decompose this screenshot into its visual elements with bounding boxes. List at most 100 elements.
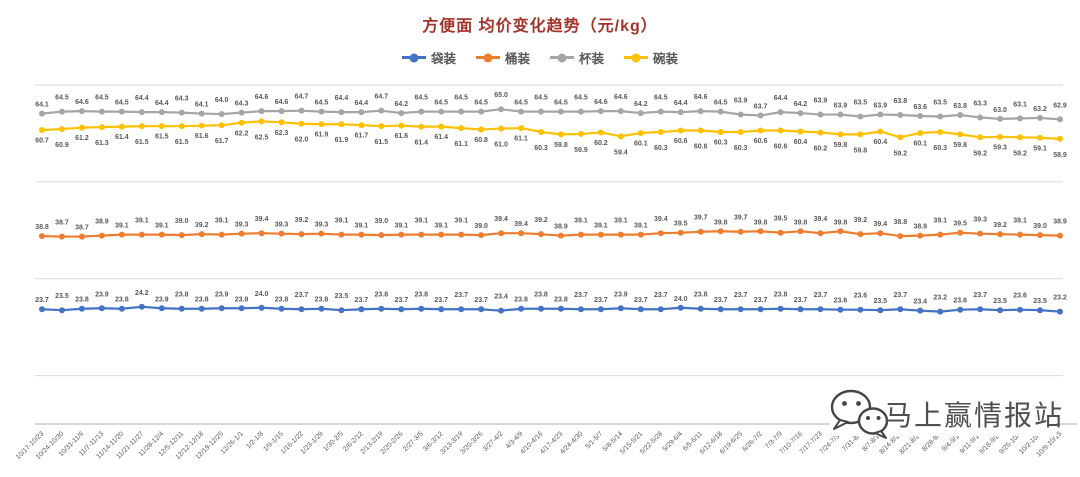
legend-label: 桶装 [504, 52, 530, 66]
data-point-袋装 [258, 304, 265, 311]
data-label: 60.6 [674, 138, 688, 145]
data-label: 39.2 [534, 217, 548, 224]
data-label: 38.7 [75, 225, 89, 232]
data-point-袋装 [158, 305, 165, 312]
data-label: 39.0 [1033, 223, 1047, 230]
data-label: 39.2 [195, 222, 209, 229]
data-label: 64.5 [514, 100, 528, 107]
data-label: 59.2 [1013, 150, 1027, 157]
data-label: 39.1 [614, 218, 628, 225]
data-label: 23.2 [933, 295, 947, 302]
data-point-袋装 [797, 306, 804, 313]
data-point-袋装 [777, 305, 784, 312]
data-label: 60.1 [913, 140, 927, 147]
data-label: 63.5 [854, 99, 868, 106]
data-point-杯装 [717, 108, 724, 115]
data-point-碗装 [118, 123, 125, 130]
data-point-碗装 [777, 127, 784, 134]
data-point-碗装 [557, 131, 564, 138]
data-label: 61.5 [155, 134, 169, 141]
data-label: 63.2 [1033, 106, 1047, 113]
data-point-袋装 [737, 306, 744, 313]
data-label: 39.1 [454, 218, 468, 225]
data-point-袋装 [398, 306, 405, 313]
data-point-杯装 [957, 112, 964, 119]
data-point-杯装 [238, 109, 245, 116]
data-point-袋装 [757, 306, 764, 313]
data-label: 60.4 [874, 139, 888, 146]
data-point-杯装 [478, 108, 485, 115]
data-label: 39.3 [315, 222, 329, 229]
data-point-碗装 [518, 125, 525, 132]
data-label: 23.7 [454, 292, 468, 299]
data-label: 64.0 [215, 97, 229, 104]
data-label: 64.5 [654, 95, 668, 102]
wechat-icon-small-tail [874, 430, 887, 439]
data-point-杯装 [418, 108, 425, 115]
data-point-袋装 [857, 306, 864, 313]
data-point-袋装 [637, 306, 644, 313]
data-label: 39.1 [215, 218, 229, 225]
data-label: 39.3 [235, 222, 249, 229]
data-point-袋装 [378, 305, 385, 312]
data-point-杯装 [498, 106, 505, 113]
data-label: 65.0 [494, 92, 508, 99]
data-point-桶装 [937, 231, 944, 238]
data-label: 23.7 [654, 292, 668, 299]
data-label: 64.4 [335, 95, 349, 102]
data-label: 39.0 [375, 218, 389, 225]
data-label: 61.7 [355, 133, 369, 140]
data-label: 23.7 [594, 297, 608, 304]
data-point-袋装 [957, 306, 964, 313]
data-label: 23.8 [115, 297, 129, 304]
data-point-碗装 [198, 122, 205, 129]
data-point-桶装 [637, 231, 644, 238]
data-point-杯装 [757, 112, 764, 119]
data-point-杯装 [58, 108, 65, 115]
data-label: 39.8 [834, 219, 848, 226]
data-point-袋装 [657, 306, 664, 313]
data-label: 23.7 [634, 297, 648, 304]
data-point-杯装 [617, 108, 624, 115]
data-label: 23.9 [235, 296, 249, 303]
data-point-碗装 [458, 125, 465, 132]
data-point-袋装 [318, 305, 325, 312]
data-point-袋装 [977, 306, 984, 313]
data-label: 59.3 [993, 144, 1007, 151]
data-point-碗装 [617, 133, 624, 140]
data-label: 23.8 [175, 292, 189, 299]
wechat-icon-tail [833, 419, 849, 430]
data-label: 39.3 [973, 217, 987, 224]
series-line-桶装 [40, 230, 1062, 238]
data-label: 38.8 [35, 224, 49, 231]
data-point-杯装 [897, 112, 904, 119]
data-point-桶装 [1017, 231, 1024, 238]
data-point-杯装 [318, 108, 325, 115]
data-label: 63.7 [754, 104, 768, 111]
data-label: 39.8 [714, 219, 728, 226]
data-label: 39.1 [434, 223, 448, 230]
data-label: 64.5 [115, 100, 129, 107]
data-label: 23.8 [534, 292, 548, 299]
x-axis-label: 1/30-2/5 [322, 430, 345, 453]
data-label: 64.4 [155, 100, 169, 107]
data-point-杯装 [597, 108, 604, 115]
data-label: 61.4 [414, 140, 428, 147]
legend: 袋装 桶装 杯装 碗装 [0, 48, 1080, 67]
data-label: 63.9 [814, 98, 828, 105]
data-label: 59.8 [953, 142, 967, 149]
data-point-袋装 [478, 306, 485, 313]
data-point-桶装 [757, 228, 764, 235]
data-point-桶装 [458, 231, 465, 238]
data-point-袋装 [418, 305, 425, 312]
data-point-袋装 [617, 305, 624, 312]
data-point-袋装 [997, 307, 1004, 314]
data-label: 61.7 [215, 138, 229, 145]
data-label: 60.3 [734, 145, 748, 152]
data-label: 23.8 [414, 292, 428, 299]
data-point-杯装 [518, 108, 525, 115]
data-point-碗装 [298, 120, 305, 127]
series-line-杯装 [40, 108, 1062, 121]
data-point-杯装 [1017, 115, 1024, 122]
data-point-袋装 [1017, 306, 1024, 313]
